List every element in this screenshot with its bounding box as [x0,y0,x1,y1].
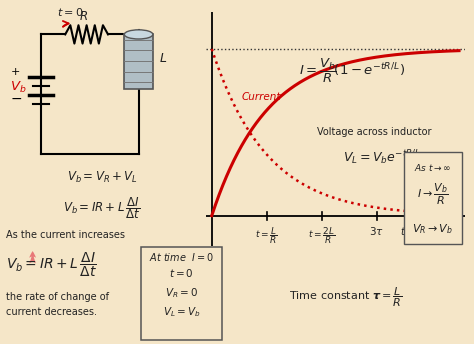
Text: $V_b = IR + L\,\dfrac{\Delta I}{\Delta t}$: $V_b = IR + L\,\dfrac{\Delta I}{\Delta t… [63,195,141,221]
Text: $-$: $-$ [10,91,22,105]
Text: the rate of change of: the rate of change of [6,292,109,302]
Text: Time constant $\boldsymbol{\tau}=\dfrac{L}{R}$: Time constant $\boldsymbol{\tau}=\dfrac{… [289,286,403,309]
Text: Voltage across inductor: Voltage across inductor [317,127,431,137]
Text: As $t\rightarrow\infty$: As $t\rightarrow\infty$ [414,162,452,173]
Text: $V_L = V_b$: $V_L = V_b$ [163,305,200,319]
Text: $3\tau$: $3\tau$ [369,225,384,237]
Text: current decreases.: current decreases. [6,307,97,317]
Text: $+$: $+$ [10,66,20,77]
Text: $R$: $R$ [79,10,88,23]
Bar [124,34,153,89]
Text: $V_R\rightarrow V_b$: $V_R\rightarrow V_b$ [412,222,454,236]
Text: time $t\,\rightarrow$: time $t\,\rightarrow$ [400,225,442,237]
Text: $I=\dfrac{V_b}{R}\!\left(1-e^{-tR/L}\right)$: $I=\dfrac{V_b}{R}\!\left(1-e^{-tR/L}\rig… [299,56,405,85]
Text: $t=\dfrac{L}{R}$: $t=\dfrac{L}{R}$ [255,225,278,246]
Text: $V_L=V_b e^{-tR/L}$: $V_L=V_b e^{-tR/L}$ [343,148,421,167]
Text: $V_b = V_R + V_L$: $V_b = V_R + V_L$ [66,170,137,185]
Text: Current: Current [242,92,282,102]
Bar [404,152,462,244]
Text: As the current increases: As the current increases [6,230,125,240]
Text: $t=0$: $t=0$ [169,267,194,279]
Text: $t=\dfrac{2L}{R}$: $t=\dfrac{2L}{R}$ [308,225,335,246]
Text: $V_R = 0$: $V_R = 0$ [165,286,198,300]
Text: $t=0$: $t=0$ [57,6,83,18]
Text: $I\rightarrow\dfrac{V_b}{R}$: $I\rightarrow\dfrac{V_b}{R}$ [417,182,449,207]
Ellipse shape [124,30,153,39]
Text: $L$: $L$ [159,52,167,65]
Text: $V_b$: $V_b$ [10,80,27,95]
Text: $V_b = IR + L\,\dfrac{\Delta I}{\Delta t}$: $V_b = IR + L\,\dfrac{\Delta I}{\Delta t… [6,251,97,279]
Text: At time  $I=0$: At time $I=0$ [149,251,214,263]
